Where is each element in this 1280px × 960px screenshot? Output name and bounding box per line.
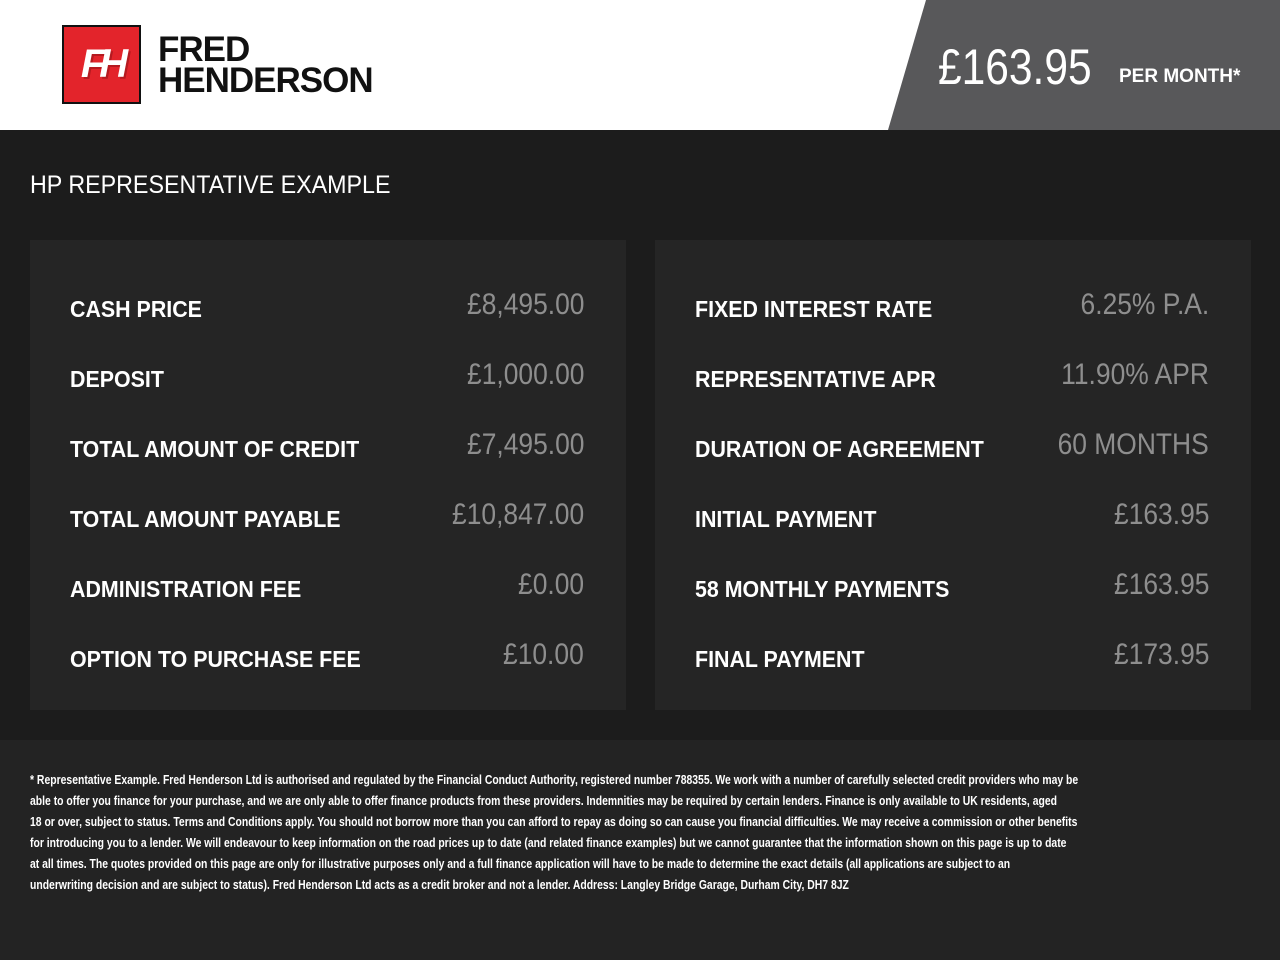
right-finance-panel: FIXED INTEREST RATE 6.25% P.A. REPRESENTAT… <box>655 240 1251 710</box>
left-finance-panel: CASH PRICE £8,495.00 DEPOSIT £1,000.00 TOTAL… <box>30 240 626 710</box>
logo-monogram: FH <box>80 42 128 86</box>
finance-row: TOTAL AMOUNT OF CREDIT £7,495.00 <box>70 428 584 468</box>
logo-mark[interactable]: FH <box>62 25 141 104</box>
per-month-label: PER MONTH* <box>1119 66 1241 87</box>
disclaimer-line: able to offer you finance for your purch… <box>30 793 1057 808</box>
finance-row: REPRESENTATIVE APR 11.90% APR <box>695 358 1209 398</box>
finance-row: OPTION TO PURCHASE FEE £10.00 <box>70 638 584 678</box>
row-label: 58 MONTHLY PAYMENTS <box>695 576 950 602</box>
section-title: HP REPRESENTATIVE EXAMPLE <box>30 171 391 199</box>
disclaimer-line: for introducing you to a lender. We will… <box>30 835 1067 850</box>
disclaimer-line: * Representative Example. Fred Henderson… <box>30 772 1079 787</box>
row-label: TOTAL AMOUNT PAYABLE <box>70 506 341 532</box>
row-value: £1,000.00 <box>466 358 584 391</box>
finance-row: 58 MONTHLY PAYMENTS £163.95 <box>695 568 1209 608</box>
logo-line1: FRED <box>158 30 250 69</box>
monthly-price: £163.95 <box>938 39 1092 95</box>
disclaimer-footer: * Representative Example. Fred Henderson… <box>0 740 1280 960</box>
logo-line2: HENDERSON <box>158 61 374 100</box>
finance-row: CASH PRICE £8,495.00 <box>70 288 584 328</box>
row-label: ADMINISTRATION FEE <box>70 576 302 602</box>
finance-row: FIXED INTEREST RATE 6.25% P.A. <box>695 288 1209 328</box>
row-value: 11.90% APR <box>1061 358 1209 391</box>
finance-row: TOTAL AMOUNT PAYABLE £10,847.00 <box>70 498 584 538</box>
row-value: £0.00 <box>517 568 584 601</box>
row-label: CASH PRICE <box>70 296 202 322</box>
row-value: £163.95 <box>1113 498 1209 531</box>
row-label: REPRESENTATIVE APR <box>695 366 936 392</box>
row-value: £163.95 <box>1113 568 1209 601</box>
row-value: 60 MONTHS <box>1057 428 1209 461</box>
finance-row: DURATION OF AGREEMENT 60 MONTHS <box>695 428 1209 468</box>
header: FH FRED HENDERSON £163.95 PER MONTH* <box>0 0 1280 130</box>
row-label: OPTION TO PURCHASE FEE <box>70 646 361 672</box>
row-label: TOTAL AMOUNT OF CREDIT <box>70 436 360 462</box>
row-label: FINAL PAYMENT <box>695 646 865 672</box>
disclaimer-line: 18 or over, subject to status. Terms and… <box>30 814 1078 829</box>
row-label: DEPOSIT <box>70 366 164 392</box>
row-value: £10,847.00 <box>451 498 584 531</box>
finance-row: FINAL PAYMENT £173.95 <box>695 638 1209 678</box>
finance-row: INITIAL PAYMENT £163.95 <box>695 498 1209 538</box>
logo-text[interactable]: FRED HENDERSON <box>158 30 374 100</box>
finance-row: DEPOSIT £1,000.00 <box>70 358 584 398</box>
row-label: DURATION OF AGREEMENT <box>695 436 984 462</box>
row-value: £10.00 <box>503 638 584 671</box>
disclaimer-line: underwriting decision and are subject to… <box>30 877 849 892</box>
row-value: 6.25% P.A. <box>1080 288 1209 321</box>
row-value: £7,495.00 <box>466 428 584 461</box>
row-label: FIXED INTEREST RATE <box>695 296 933 322</box>
finance-row: ADMINISTRATION FEE £0.00 <box>70 568 584 608</box>
monthly-price-box <box>888 0 1280 130</box>
row-label: INITIAL PAYMENT <box>695 506 877 532</box>
row-value: £8,495.00 <box>466 288 584 321</box>
row-value: £173.95 <box>1113 638 1209 671</box>
disclaimer-line: at all times. The quotes provided on thi… <box>30 856 1011 871</box>
